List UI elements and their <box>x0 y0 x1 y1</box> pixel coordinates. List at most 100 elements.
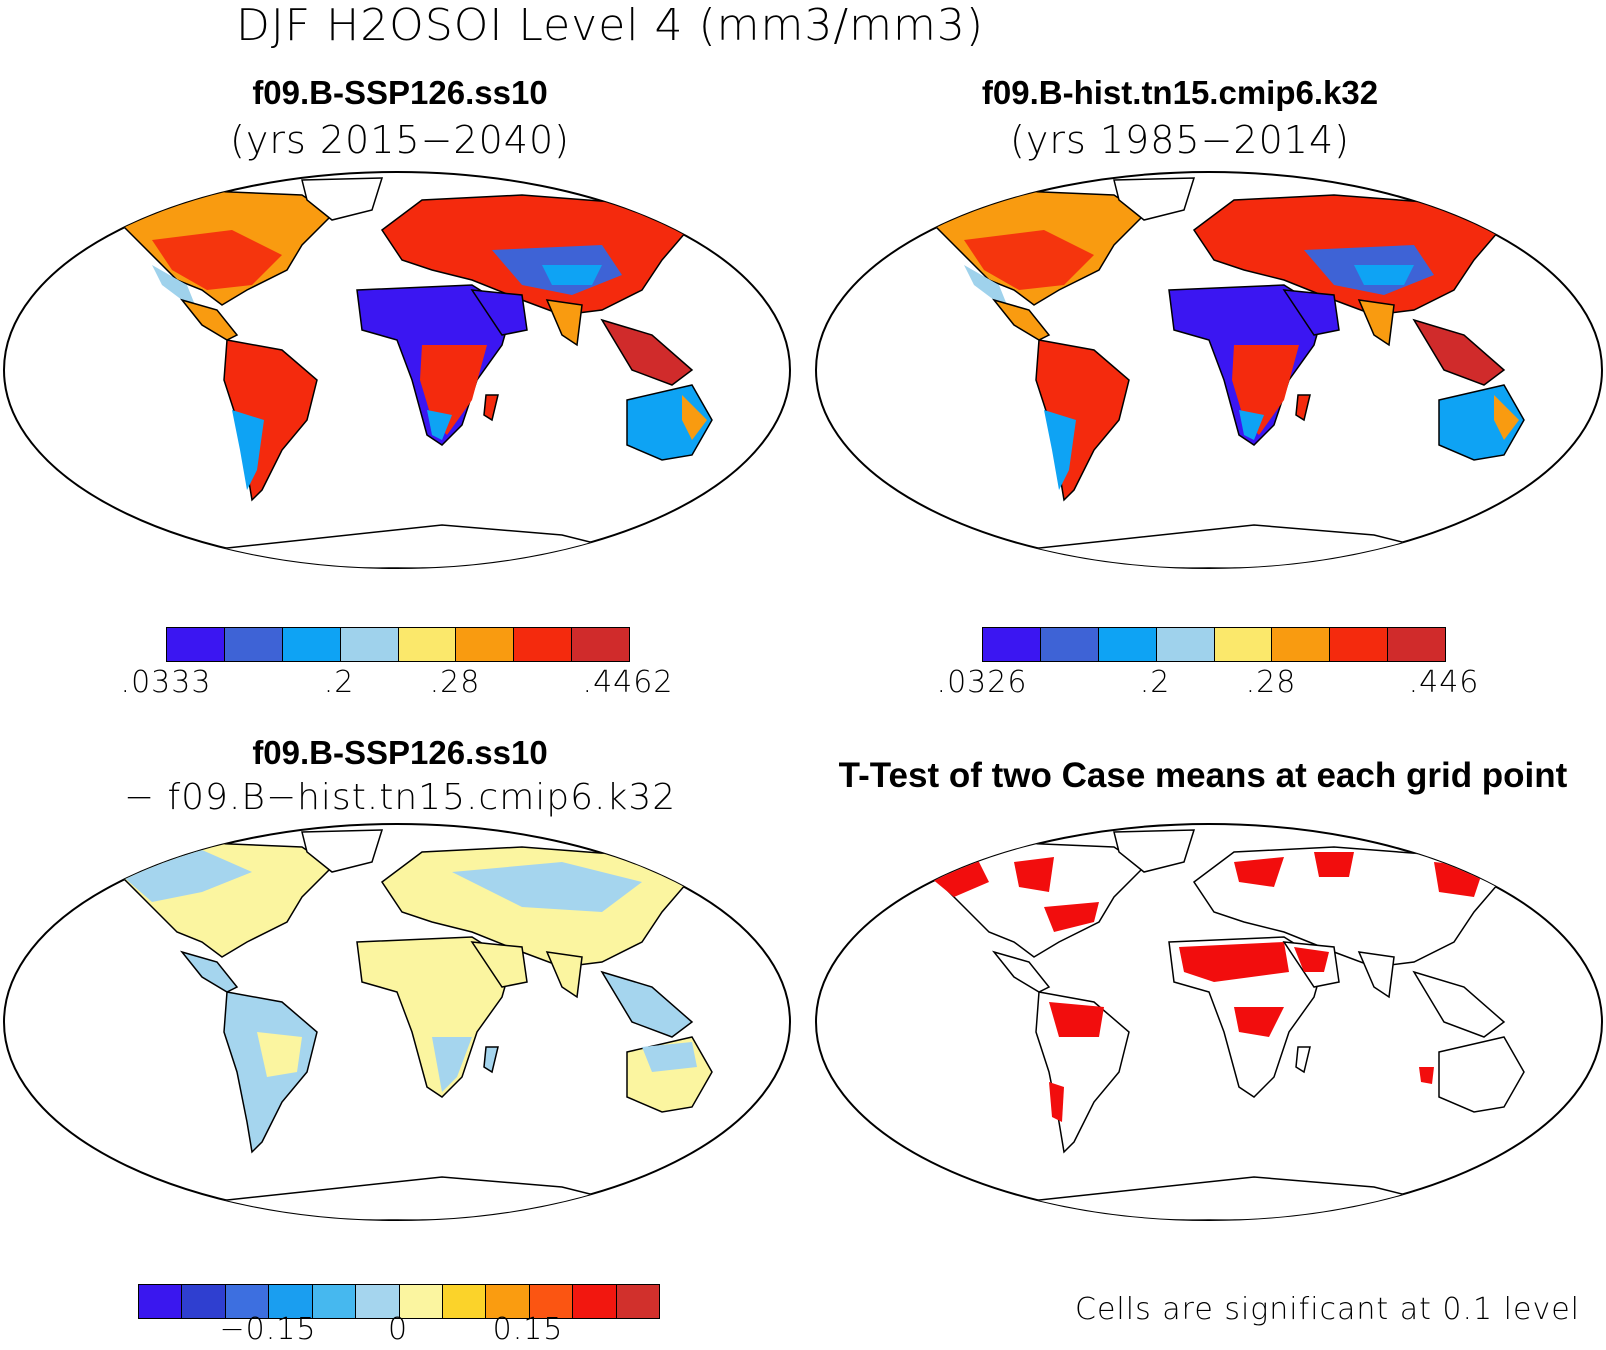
india <box>545 951 583 999</box>
colorbar-swatch <box>1156 628 1215 661</box>
sig-east-us <box>1044 902 1099 932</box>
colorbar-swatch <box>398 628 457 661</box>
colorbar-swatch <box>182 1285 226 1318</box>
top-right-case-title: f09.B-hist.tn15.cmip6.k32 <box>981 74 1379 111</box>
colorbar-swatch <box>1388 628 1445 661</box>
australia-north <box>642 1042 697 1072</box>
central-america <box>179 950 239 993</box>
significance-note: Cells are significant at 0.1 level <box>1075 1292 1580 1327</box>
colorbar-label: .4462 <box>582 665 674 700</box>
central-asia-mid <box>1354 265 1414 285</box>
colorbar-label: .28 <box>1245 665 1297 700</box>
sig-europe <box>1234 857 1284 887</box>
colorbar-swatch <box>356 1285 400 1318</box>
colorbar-swatch <box>1040 628 1099 661</box>
se-asia <box>600 970 694 1038</box>
sig-russia <box>1314 852 1354 877</box>
colorbar-swatch <box>340 628 399 661</box>
sig-hudson <box>1014 857 1054 892</box>
arabia <box>470 941 528 988</box>
madagascar <box>1295 1046 1311 1074</box>
colorbar-swatch <box>983 628 1041 661</box>
sig-patagonia <box>1049 1082 1064 1122</box>
madagascar <box>483 1046 499 1074</box>
colorbar-swatch <box>486 1285 530 1318</box>
colorbar-swatch <box>1272 628 1331 661</box>
sig-sahara <box>1179 942 1289 982</box>
greenland <box>1113 829 1196 873</box>
colorbar-label: .2 <box>1139 665 1171 700</box>
top-left-years: (yrs 2015−2040) <box>230 118 570 162</box>
colorbar-label: .0333 <box>120 665 212 700</box>
se-asia <box>1412 318 1506 386</box>
colorbar-swatch <box>139 1285 183 1318</box>
bottom-left-colorbar <box>138 1284 660 1319</box>
madagascar <box>483 394 499 422</box>
colorbar-swatch <box>167 628 225 661</box>
colorbar-label: .28 <box>429 665 481 700</box>
central-asia-mid <box>542 265 602 285</box>
colorbar-label: 0 <box>387 1312 409 1347</box>
colorbar-swatch <box>1214 628 1273 661</box>
australia-east <box>1494 395 1519 440</box>
siberia <box>452 862 642 912</box>
top-right-colorbar <box>982 627 1446 662</box>
colorbar-swatch <box>442 1285 487 1318</box>
greenland <box>301 177 384 221</box>
colorbar-swatch <box>1098 628 1157 661</box>
north-america-west <box>152 265 197 310</box>
colorbar-swatch <box>224 628 283 661</box>
australia <box>1438 1036 1525 1113</box>
greenland <box>1113 177 1196 221</box>
colorbar-label: .2 <box>323 665 355 700</box>
india <box>1357 299 1395 347</box>
colorbar-swatch <box>616 1285 660 1318</box>
colorbar-swatch <box>312 1285 357 1318</box>
colorbar-swatch <box>514 628 573 661</box>
africa-south <box>432 1037 472 1092</box>
colorbar-swatch <box>1330 628 1389 661</box>
central-america <box>991 950 1051 993</box>
top-right-years: (yrs 1985−2014) <box>1010 118 1350 162</box>
colorbar-swatch <box>529 1285 574 1318</box>
north-america-wet <box>964 230 1094 290</box>
south-america-south <box>1044 410 1076 490</box>
colorbar-label: .446 <box>1408 665 1480 700</box>
sig-australia-sw <box>1419 1067 1434 1084</box>
colorbar-swatch <box>282 628 341 661</box>
bottom-left-case-title: f09.B-SSP126.ss10 <box>252 734 548 771</box>
colorbar-swatch <box>572 628 629 661</box>
top-right-map <box>815 171 1603 569</box>
colorbar-label: .0326 <box>936 665 1028 700</box>
colorbar-swatch <box>399 1285 443 1318</box>
madagascar <box>1295 394 1311 422</box>
ttest-title: T-Test of two Case means at each grid po… <box>838 756 1568 795</box>
colorbar-swatch <box>269 1285 313 1318</box>
top-left-map <box>3 171 791 569</box>
australia-east <box>682 395 707 440</box>
north-america-wet <box>152 230 282 290</box>
bottom-left-minus-case: − f09.B−hist.tn15.cmip6.k32 <box>123 777 677 818</box>
central-america <box>991 298 1051 341</box>
figure-title: DJF H2OSOI Level 4 (mm3/mm3) <box>235 0 985 51</box>
sig-amazon <box>1049 1002 1104 1037</box>
sig-arabia <box>1294 947 1329 972</box>
south-america-east <box>257 1032 302 1077</box>
se-asia <box>1412 970 1506 1038</box>
africa-cape <box>427 410 452 440</box>
arabia <box>470 289 528 336</box>
africa-cape <box>1239 410 1264 440</box>
india <box>545 299 583 347</box>
colorbar-label: 0.15 <box>492 1312 564 1347</box>
bottom-right-map <box>815 823 1603 1221</box>
central-america <box>179 298 239 341</box>
se-asia <box>600 318 694 386</box>
colorbar-swatch <box>573 1285 617 1318</box>
colorbar-swatch <box>225 1285 270 1318</box>
bottom-left-map <box>3 823 791 1221</box>
arabia <box>1282 289 1340 336</box>
top-left-colorbar <box>166 627 630 662</box>
sig-central-africa <box>1234 1007 1284 1037</box>
north-america-west <box>964 265 1009 310</box>
south-america-south <box>232 410 264 490</box>
